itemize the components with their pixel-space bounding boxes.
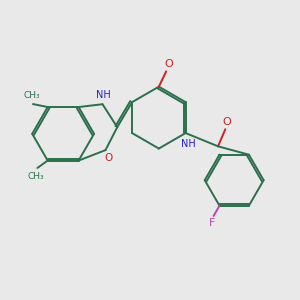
Text: NH: NH (96, 90, 110, 100)
Text: O: O (105, 153, 113, 164)
Text: F: F (209, 218, 215, 228)
Text: O: O (223, 117, 231, 127)
Text: CH₃: CH₃ (28, 172, 44, 181)
Text: NH: NH (181, 139, 196, 149)
Text: O: O (164, 59, 173, 69)
Text: CH₃: CH₃ (23, 91, 40, 100)
